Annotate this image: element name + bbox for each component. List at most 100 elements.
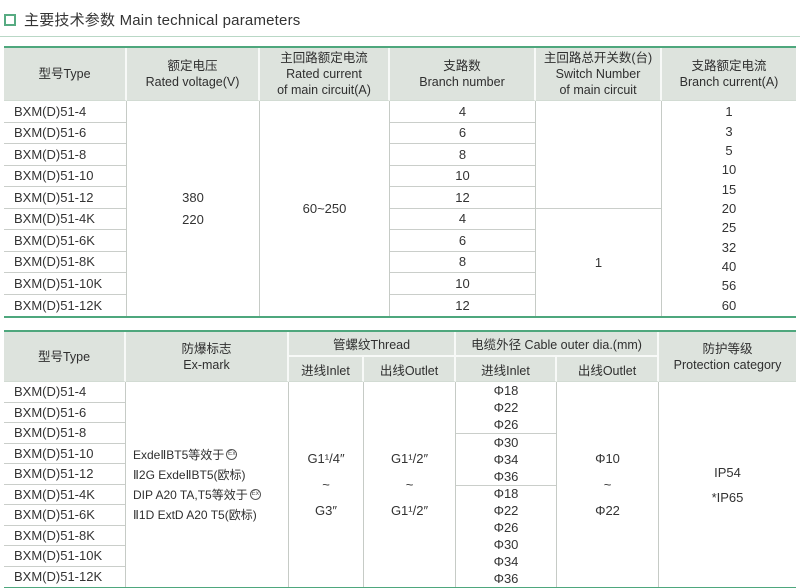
header-ex-mark: 防爆标志 Ex-mark: [126, 332, 289, 382]
branch-current-value: 60: [721, 297, 737, 313]
main-current-body: 60~250: [260, 101, 390, 316]
model-type: BXM(D)51-10K: [14, 275, 103, 291]
branch-current-value: 1: [725, 104, 733, 120]
branch-current-value: 10: [721, 162, 737, 178]
table-row: BXM(D)51-6K: [4, 230, 126, 252]
model-type: BXM(D)51-12K: [14, 569, 103, 585]
cable-dia-value: Φ18: [493, 382, 519, 398]
protection-body: IP54 *IP65: [659, 382, 796, 587]
column-group-cable: 电缆外径 Cable outer dia.(mm) 进线Inlet Φ18 Φ2…: [456, 332, 659, 587]
header-en: Branch current(A): [679, 75, 779, 89]
header-thread-group: 管螺纹Thread: [289, 332, 456, 357]
table-row: BXM(D)51-6: [4, 123, 126, 144]
header-type-label: 型号Type: [38, 67, 91, 81]
header-en: Protection category: [673, 357, 782, 372]
cable-dia-value: Φ30: [493, 434, 519, 450]
cable-outlet-cell: Φ10 ~ Φ22: [557, 382, 658, 587]
model-type: BXM(D)51-8K: [14, 254, 95, 270]
column-ex-mark: 防爆标志 Ex-mark ExdeⅡBT5等效于 Ex Ⅱ2G ExdeⅡBT5…: [126, 332, 289, 587]
table-row: BXM(D)51-10K: [4, 273, 126, 295]
table-row: BXM(D)51-4K: [4, 209, 126, 230]
model-type: BXM(D)51-12K: [14, 297, 103, 313]
model-type: BXM(D)51-10: [14, 168, 94, 184]
column-cable-inlet: 进线Inlet Φ18 Φ22 Φ26 Φ30 Φ34 Φ36: [456, 357, 557, 587]
header-zh: 主回路总开关数(台): [543, 51, 653, 65]
header-cable-outlet: 出线Outlet: [557, 357, 659, 382]
branch-current-cell: 1 3 5 10 15 20 25 32 40 56 60: [662, 101, 796, 316]
column-switch-number: 主回路总开关数(台) Switch Number of main circuit…: [536, 48, 662, 316]
ex-mark-line: DIP A20 TA,T5等效于 Ex: [133, 487, 288, 503]
cable-dia-value: Φ22: [493, 503, 519, 519]
table-row: BXM(D)51-12: [4, 187, 126, 209]
cable-outlet-body: Φ10 ~ Φ22: [557, 382, 659, 587]
branch-number: 12: [455, 189, 470, 205]
header-main-current: 主回路额定电流 Rated current of main circuit(A): [260, 48, 390, 101]
table-row: 8: [390, 144, 535, 166]
cable-inlet-cell: Φ18 Φ22 Φ26 Φ30 Φ34 Φ36: [456, 486, 556, 588]
thread-value: G1¹/2″: [390, 503, 429, 518]
cable-dia-value: Φ22: [493, 399, 519, 415]
cable-subcolumns: 进线Inlet Φ18 Φ22 Φ26 Φ30 Φ34 Φ36: [456, 357, 659, 587]
table-row: BXM(D)51-8K: [4, 526, 125, 546]
table-row: BXM(D)51-4K: [4, 485, 125, 505]
branch-current-body: 1 3 5 10 15 20 25 32 40 56 60: [662, 101, 796, 316]
thread-inlet-body: G1¹/4″ ~ G3″: [289, 382, 364, 587]
column-thread-inlet: 进线Inlet G1¹/4″ ~ G3″: [289, 357, 364, 587]
header-cable-inlet: 进线Inlet: [456, 357, 557, 382]
range-tilde: ~: [405, 477, 414, 492]
branch-number: 6: [458, 125, 467, 141]
cable-dia-value: Φ10: [595, 451, 620, 466]
header-zh: 防爆标志: [181, 341, 232, 356]
table-row: BXM(D)51-10: [4, 166, 126, 187]
ex-mark-cell: ExdeⅡBT5等效于 Ex Ⅱ2G ExdeⅡBT5(欧标) DIP A20 …: [126, 382, 288, 587]
header-en: Switch Number: [555, 67, 641, 81]
header-zh: 防护等级: [702, 341, 753, 356]
header-type: 型号Type: [4, 48, 127, 101]
title-divider: [0, 36, 800, 37]
branch-number: 8: [458, 146, 467, 162]
model-type: BXM(D)51-10K: [14, 548, 103, 564]
switch-number-value: 1: [594, 255, 603, 270]
column-rated-voltage: 额定电压 Rated voltage(V) 380 220: [127, 48, 260, 316]
column-type: 型号Type BXM(D)51-4 BXM(D)51-6 BXM(D)51-8 …: [4, 332, 126, 587]
model-type: BXM(D)51-8K: [14, 527, 95, 543]
header-zh: 支路额定电流: [691, 59, 767, 73]
thread-outlet-body: G1¹/2″ ~ G1¹/2″: [364, 382, 456, 587]
table-row: BXM(D)51-6K: [4, 505, 125, 526]
table-row: 12: [390, 295, 535, 317]
protection-value: IP54: [714, 464, 741, 480]
branch-number: 10: [455, 275, 470, 291]
branch-current-value: 15: [721, 181, 737, 197]
voltage-value: 220: [182, 211, 204, 227]
model-type: BXM(D)51-6: [14, 404, 87, 420]
table-row: BXM(D)51-4: [4, 382, 125, 403]
ex-mark-text: Ⅱ2G ExdeⅡBT5(欧标): [133, 467, 246, 482]
header-thread-outlet: 出线Outlet: [364, 357, 456, 382]
branch-current-value: 5: [725, 142, 733, 158]
header-zh: 支路数: [443, 59, 481, 73]
switch-number-body: 1: [536, 101, 662, 316]
table-row: BXM(D)51-10K: [4, 546, 125, 567]
thread-value: G3″: [315, 503, 337, 518]
branch-current-value: 56: [721, 278, 737, 294]
table-row: BXM(D)51-8: [4, 144, 126, 166]
atex-ex-icon: Ex: [249, 489, 261, 500]
header-switch-number: 主回路总开关数(台) Switch Number of main circuit: [536, 48, 662, 101]
branch-number: 8: [458, 254, 467, 270]
model-type: BXM(D)51-12: [14, 189, 94, 205]
column-branch-current: 支路额定电流 Branch current(A) 1 3 5 10 15 20 …: [662, 48, 796, 316]
branch-current-value: 32: [721, 239, 737, 255]
model-type: BXM(D)51-6K: [14, 507, 95, 523]
thread-subcolumns: 进线Inlet G1¹/4″ ~ G3″ 出线Outlet G1¹/2″: [289, 357, 456, 587]
header-protection: 防护等级 Protection category: [659, 332, 796, 382]
branch-current-value: 3: [725, 123, 733, 139]
column-type: 型号Type BXM(D)51-4 BXM(D)51-6 BXM(D)51-8 …: [4, 48, 127, 316]
protection-cell: IP54 *IP65: [659, 382, 796, 587]
main-current-value: 60~250: [302, 201, 347, 216]
header-type-label: 型号Type: [37, 349, 91, 364]
header-en: Rated current: [286, 67, 362, 81]
model-type: BXM(D)51-4K: [14, 211, 95, 227]
cable-dia-value: Φ34: [493, 451, 519, 467]
range-tilde: ~: [603, 477, 612, 492]
table-row: BXM(D)51-6: [4, 403, 125, 423]
